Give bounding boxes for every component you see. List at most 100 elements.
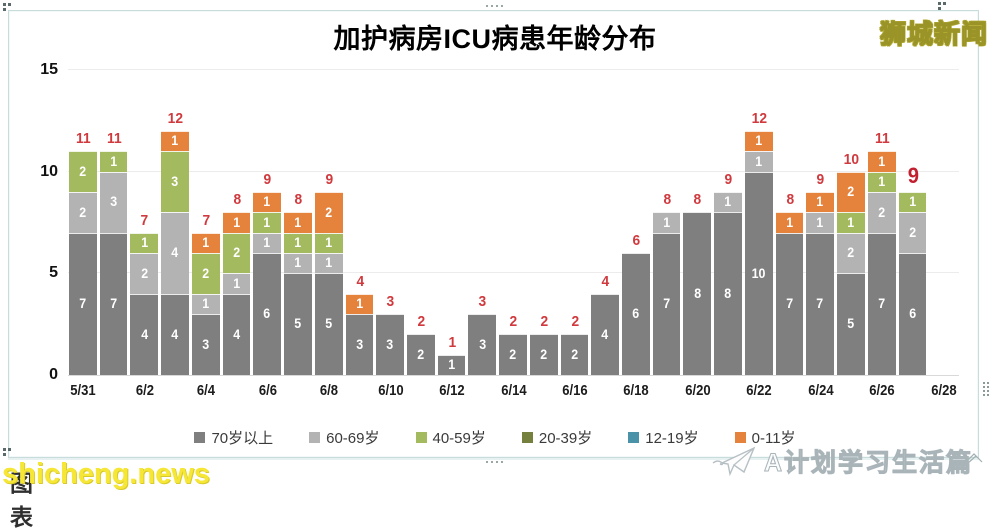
bar-segment: 1 <box>744 131 773 152</box>
resize-handle-top-left[interactable] <box>3 3 15 15</box>
legend-label: 70岁以上 <box>211 430 274 447</box>
segment-value-label: 1 <box>202 235 210 251</box>
segment-value-label: 1 <box>233 275 240 291</box>
x-axis-label: 6/12 <box>439 383 465 399</box>
bar-total-label: 12 <box>167 110 184 127</box>
legend-item: 12-19岁 <box>628 427 699 448</box>
bar-group: 8 <box>682 70 713 375</box>
segment-value-label: 1 <box>878 153 886 169</box>
segment-value-label: 3 <box>202 336 210 352</box>
bar-segment: 3 <box>191 314 220 375</box>
segment-value-label: 4 <box>171 245 179 261</box>
x-axis-label: 5/31 <box>70 383 97 399</box>
segment-value-label: 8 <box>724 285 732 301</box>
legend-label: 0-11岁 <box>751 430 796 447</box>
bar-segment: 1 <box>837 212 865 233</box>
bar-segment: 3 <box>345 314 374 375</box>
bar-total-label: 2 <box>571 313 579 331</box>
x-axis-label: 6/10 <box>377 383 404 399</box>
segment-value-label: 1 <box>263 214 271 230</box>
bar-segment: 1 <box>222 273 251 294</box>
segment-value-label: 1 <box>233 214 240 230</box>
x-axis-label: 6/20 <box>685 383 711 399</box>
bar-total-label: 4 <box>356 272 364 290</box>
bar-segment: 1 <box>284 253 312 274</box>
plot-area: 11 7 2 2 11 7 3 1 7 4 2 1 12 4 4 3 1 7 3 1 2 1 8 4 1 2 1 9 6 1 1 1 8 5 1 1 1… <box>68 69 959 399</box>
resize-handle-bottom-left[interactable] <box>3 448 15 460</box>
bar-segment: 4 <box>130 293 159 375</box>
segment-value-label: 1 <box>908 194 916 210</box>
legend-label: 12-19岁 <box>645 430 699 447</box>
x-axis-label: 6/26 <box>869 383 895 399</box>
legend-swatch <box>309 432 321 443</box>
legend-swatch <box>628 432 640 443</box>
bar-segment: 2 <box>130 253 159 294</box>
segment-value-label: 4 <box>601 326 609 342</box>
segment-value-label: 1 <box>263 194 271 210</box>
x-axis-label: 6/16 <box>562 383 588 399</box>
bar-total-label: 10 <box>843 150 860 168</box>
bar-segment: 1 <box>161 131 189 152</box>
bar-total-label: 6 <box>632 232 641 249</box>
segment-value-label: 1 <box>355 296 363 312</box>
bar-segment: 1 <box>806 192 835 213</box>
bar-segment: 2 <box>898 212 927 253</box>
bar-total-label: 9 <box>816 171 825 188</box>
bar-group: 6 <box>621 70 652 375</box>
bar-segment: 7 <box>775 232 804 375</box>
bar-group: 2 <box>529 70 560 375</box>
x-axis-label: 6/18 <box>623 383 650 399</box>
bar-segment: 4 <box>161 293 189 375</box>
bar-segment: 7 <box>99 232 128 375</box>
drag-handle-right-icon[interactable] <box>983 382 989 396</box>
bar-segment: 6 <box>622 253 650 375</box>
bar-segment: 8 <box>714 212 742 375</box>
segment-value-label: 1 <box>816 214 824 230</box>
segment-value-label: 1 <box>786 214 793 230</box>
segment-value-label: 3 <box>110 194 118 210</box>
segment-value-label: 7 <box>110 296 118 312</box>
bar-segment: 2 <box>837 232 865 274</box>
segment-value-label: 7 <box>816 296 824 312</box>
bar-group: 7 1 1 <box>805 70 836 375</box>
resize-handle-top-right[interactable] <box>938 2 950 14</box>
bar-group: 5 2 1 2 <box>836 70 867 375</box>
segment-value-label: 2 <box>878 204 886 220</box>
bar-total-label: 8 <box>233 191 241 209</box>
bar-segment: 7 <box>806 232 835 375</box>
bar-group: 4 1 2 1 <box>222 70 253 375</box>
bar-segment: 5 <box>284 273 312 375</box>
bar-group: 1 <box>437 70 468 375</box>
segment-value-label: 1 <box>294 235 302 251</box>
segment-value-label: 6 <box>263 306 271 322</box>
bar-segment: 1 <box>898 192 927 213</box>
segment-value-label: 7 <box>786 296 793 312</box>
bar-group: 2 <box>406 70 437 375</box>
legend-label: 40-59岁 <box>432 430 486 447</box>
bar-segment: 2 <box>499 334 527 375</box>
drag-handle-bottom-icon[interactable] <box>486 461 503 463</box>
legend-label: 20-39岁 <box>538 430 593 447</box>
bar-segment: 7 <box>652 232 681 375</box>
bar-segment: 5 <box>314 273 343 375</box>
segment-value-label: 1 <box>663 214 671 230</box>
legend-item: 20-39岁 <box>521 427 593 448</box>
bar-segment: 1 <box>284 232 312 254</box>
bar-total-label: 8 <box>693 191 702 209</box>
drag-handle-top-icon[interactable] <box>486 5 503 7</box>
legend-item: 40-59岁 <box>415 427 486 448</box>
legend: 70岁以上 60-69岁 40-59岁 20-39岁 12-19岁 0-11岁 <box>0 427 990 448</box>
x-axis-label: 6/6 <box>258 383 277 399</box>
corner-fold-icon <box>963 453 983 465</box>
legend-swatch <box>521 432 533 443</box>
bar-group: 2 <box>560 70 591 375</box>
segment-value-label: 2 <box>847 184 855 200</box>
x-axis-label: 6/2 <box>135 383 154 399</box>
legend-item: 70岁以上 <box>194 427 273 448</box>
bar-total-label: 11 <box>106 130 122 148</box>
gridline <box>68 170 959 172</box>
bar-segment: 1 <box>744 151 773 172</box>
segment-value-label: 1 <box>847 214 855 230</box>
segment-value-label: 3 <box>355 336 363 352</box>
